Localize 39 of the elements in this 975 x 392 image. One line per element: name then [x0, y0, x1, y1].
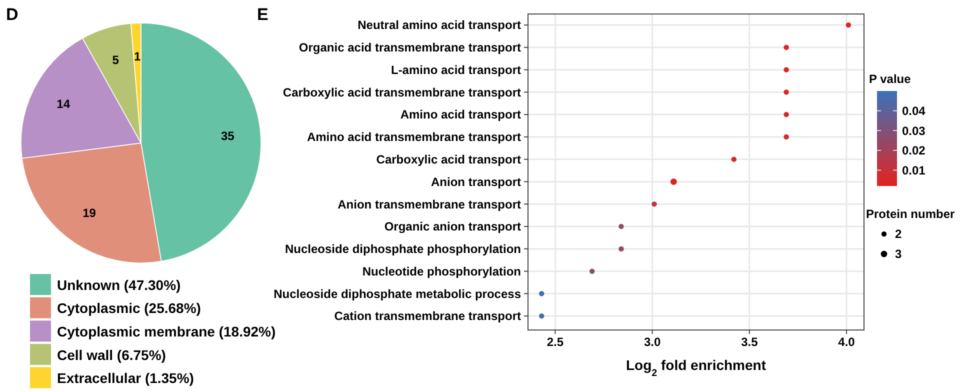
x-tick-label: 3.5	[741, 335, 758, 349]
y-tick-label: Amino acid transport	[400, 108, 521, 122]
y-tick-label: Organic acid transmembrane transport	[298, 40, 521, 55]
y-tick-label: Anion transmembrane transport	[338, 197, 521, 212]
x-tick-label: 3.0	[644, 335, 661, 349]
legend-label: Unknown (47.30%)	[57, 276, 181, 293]
data-label: 14	[56, 97, 70, 112]
y-tick-label: L-amino acid transport	[390, 62, 521, 77]
y-tick-label: Nucleoside diphosphate phosphorylation	[284, 242, 521, 256]
legend-label: 2	[895, 227, 902, 242]
y-tick-label: Organic anion transport	[384, 220, 521, 234]
y-tick-label: Cation transmembrane transport	[334, 309, 522, 324]
text: E	[257, 5, 268, 24]
x-tick-label: 2.5	[546, 335, 564, 349]
legend-label: 3	[895, 247, 902, 262]
y-tick-label: Nucleoside diphosphate metabolic process	[274, 286, 522, 301]
data-label: 35	[221, 128, 235, 143]
data-label: 5	[112, 53, 120, 68]
x-axis-title: Log$_{2}$ fold enrichment	[626, 357, 766, 378]
x-tick-label: 4.0	[838, 335, 856, 349]
y-tick-label: Carboxylic acid transport	[376, 152, 521, 167]
legend-title: Protein number	[866, 207, 956, 221]
y-tick-label: Carboxylic acid transmembrane transport	[282, 85, 522, 100]
data-label: 1	[134, 49, 141, 64]
color-bar-title: P value	[869, 72, 912, 86]
y-tick-label: Amino acid transmembrane transport	[306, 130, 521, 144]
color-bar-label: 0.03	[902, 124, 926, 138]
y-tick-label: Nucleotide phosphorylation	[362, 264, 521, 278]
y-tick-label: Anion transport	[431, 174, 521, 189]
legend-label: Extracellular (1.35%)	[57, 370, 194, 386]
color-bar-label: 0.02	[902, 144, 926, 158]
y-tick-label: Neutral amino acid transport	[358, 18, 521, 32]
legend-label: Cytoplasmic (25.68%)	[57, 300, 201, 316]
legend-label: Cell wall (6.75%)	[57, 346, 166, 363]
color-bar-label: 0.01	[902, 163, 926, 178]
chart-title: D	[6, 5, 18, 24]
color-bar-label: 0.04	[902, 104, 926, 118]
data-label: 19	[82, 206, 96, 220]
legend-label: Cytoplasmic membrane (18.92%)	[57, 324, 276, 340]
